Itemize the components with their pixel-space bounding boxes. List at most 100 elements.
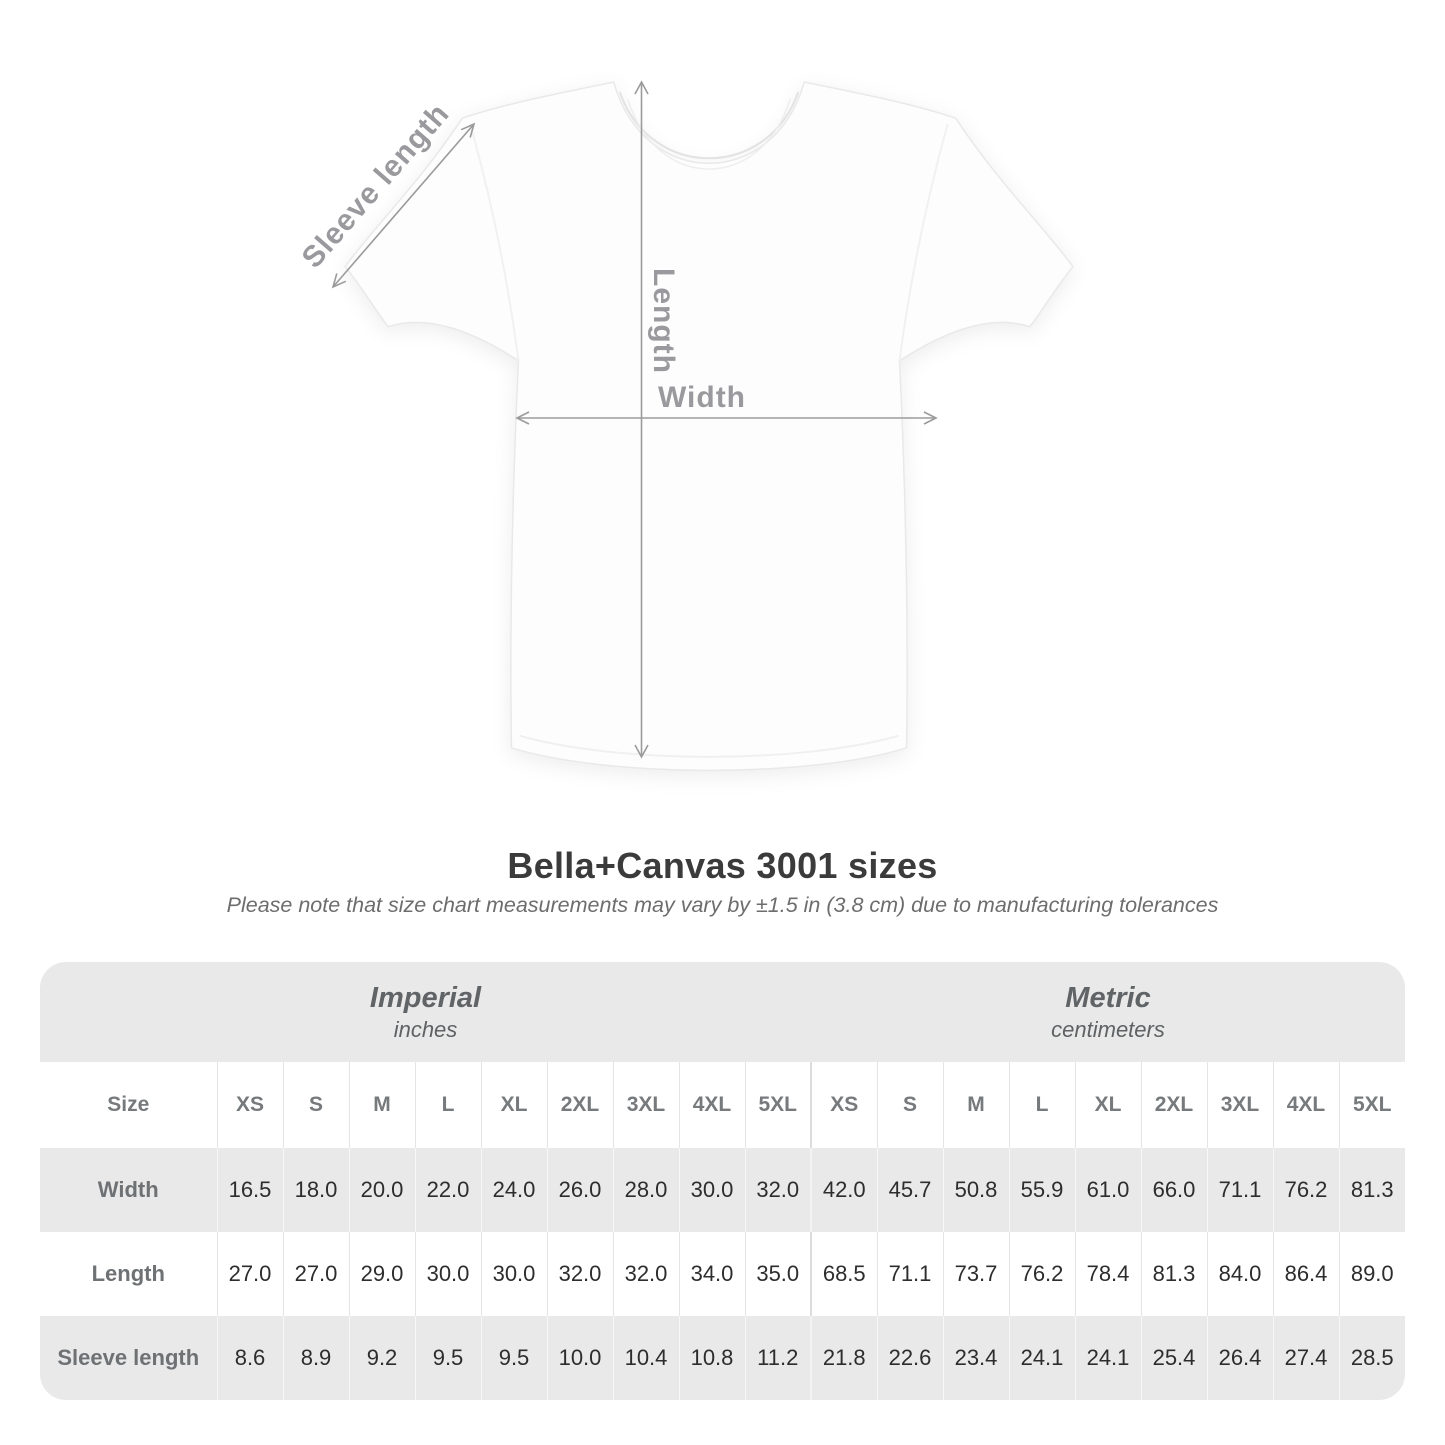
value-cell: 16.5 bbox=[216, 1148, 283, 1232]
size-header: 4XL bbox=[1272, 1062, 1339, 1148]
value-cell: 71.1 bbox=[876, 1232, 943, 1316]
value-cell: 24.1 bbox=[1008, 1316, 1075, 1400]
value-cell: 11.2 bbox=[744, 1316, 811, 1400]
sleeve-length-arrow bbox=[331, 122, 476, 289]
metric-section-header: Metric centimeters bbox=[811, 962, 1405, 1062]
value-cell: 81.3 bbox=[1338, 1148, 1405, 1232]
row-label: Length bbox=[91, 1261, 165, 1286]
size-header: L bbox=[414, 1062, 481, 1148]
value-cell: 35.0 bbox=[744, 1232, 811, 1316]
value-cell: 10.0 bbox=[546, 1316, 613, 1400]
size-header: 5XL bbox=[1338, 1062, 1405, 1148]
value-cell: 29.0 bbox=[348, 1232, 415, 1316]
value-cell: 24.0 bbox=[480, 1148, 547, 1232]
value-cell: 30.0 bbox=[480, 1232, 547, 1316]
size-header: XS bbox=[216, 1062, 283, 1148]
row-label: Width bbox=[97, 1177, 159, 1202]
size-table-container: Imperial inches Metric centimeters Size … bbox=[40, 962, 1405, 1400]
value-cell: 28.0 bbox=[612, 1148, 679, 1232]
size-header: XL bbox=[480, 1062, 547, 1148]
size-header: 5XL bbox=[744, 1062, 811, 1148]
sleeve-length-row: Sleeve length 8.6 8.9 9.2 9.5 9.5 10.0 1… bbox=[40, 1316, 1405, 1400]
value-cell: 27.4 bbox=[1272, 1316, 1339, 1400]
value-cell: 78.4 bbox=[1074, 1232, 1141, 1316]
imperial-unit: inches bbox=[393, 1016, 458, 1042]
value-cell: 21.8 bbox=[810, 1316, 877, 1400]
value-cell: 26.4 bbox=[1206, 1316, 1273, 1400]
width-label: Width bbox=[658, 381, 746, 414]
value-cell: 10.8 bbox=[678, 1316, 745, 1400]
value-cell: 66.0 bbox=[1140, 1148, 1207, 1232]
value-cell: 30.0 bbox=[414, 1232, 481, 1316]
value-cell: 32.0 bbox=[546, 1232, 613, 1316]
value-cell: 23.4 bbox=[942, 1316, 1009, 1400]
tshirt-image bbox=[344, 81, 1074, 772]
value-cell: 68.5 bbox=[810, 1232, 877, 1316]
metric-unit: centimeters bbox=[1051, 1016, 1165, 1042]
left-sleeve-seam bbox=[469, 123, 520, 361]
measurement-arrows: Sleeve length Length Width bbox=[296, 80, 938, 759]
value-cell: 42.0 bbox=[810, 1148, 877, 1232]
value-cell: 50.8 bbox=[942, 1148, 1009, 1232]
value-cell: 22.0 bbox=[414, 1148, 481, 1232]
collar-band-line bbox=[618, 91, 800, 160]
size-header: 3XL bbox=[612, 1062, 679, 1148]
value-cell: 25.4 bbox=[1140, 1316, 1207, 1400]
size-header: M bbox=[942, 1062, 1009, 1148]
value-cell: 20.0 bbox=[348, 1148, 415, 1232]
value-cell: 27.0 bbox=[282, 1232, 349, 1316]
value-cell: 28.5 bbox=[1338, 1316, 1405, 1400]
value-cell: 18.0 bbox=[282, 1148, 349, 1232]
size-column-header: Size bbox=[107, 1093, 150, 1116]
width-row: Width 16.5 18.0 20.0 22.0 24.0 26.0 28.0… bbox=[40, 1148, 1405, 1232]
value-cell: 86.4 bbox=[1272, 1232, 1339, 1316]
width-arrow bbox=[515, 411, 938, 425]
unit-header-row: Imperial inches Metric centimeters bbox=[40, 962, 1405, 1062]
metric-label: Metric bbox=[1065, 981, 1151, 1014]
imperial-label: Imperial bbox=[369, 981, 482, 1014]
size-header: S bbox=[876, 1062, 943, 1148]
value-cell: 32.0 bbox=[744, 1148, 811, 1232]
hem-stitch-line bbox=[519, 734, 899, 758]
size-header: 4XL bbox=[678, 1062, 745, 1148]
value-cell: 22.6 bbox=[876, 1316, 943, 1400]
size-header: 3XL bbox=[1206, 1062, 1273, 1148]
value-cell: 9.5 bbox=[414, 1316, 481, 1400]
size-header: 2XL bbox=[1140, 1062, 1207, 1148]
right-sleeve-seam bbox=[898, 123, 949, 361]
length-arrow bbox=[634, 80, 649, 759]
value-cell: 73.7 bbox=[942, 1232, 1009, 1316]
page-title: Bella+Canvas 3001 sizes bbox=[507, 845, 938, 886]
value-cell: 71.1 bbox=[1206, 1148, 1273, 1232]
value-cell: 30.0 bbox=[678, 1148, 745, 1232]
size-header: L bbox=[1008, 1062, 1075, 1148]
value-cell: 34.0 bbox=[678, 1232, 745, 1316]
value-cell: 27.0 bbox=[216, 1232, 283, 1316]
size-table: Imperial inches Metric centimeters Size … bbox=[40, 962, 1405, 1400]
value-cell: 76.2 bbox=[1008, 1232, 1075, 1316]
size-header: 2XL bbox=[546, 1062, 613, 1148]
length-row: Length 27.0 27.0 29.0 30.0 30.0 32.0 32.… bbox=[40, 1232, 1405, 1316]
value-cell: 24.1 bbox=[1074, 1316, 1141, 1400]
value-cell: 10.4 bbox=[612, 1316, 679, 1400]
value-cell: 26.0 bbox=[546, 1148, 613, 1232]
size-header: S bbox=[282, 1062, 349, 1148]
tolerance-note: Please note that size chart measurements… bbox=[226, 893, 1219, 917]
value-cell: 32.0 bbox=[612, 1232, 679, 1316]
value-cell: 9.2 bbox=[348, 1316, 415, 1400]
value-cell: 8.6 bbox=[216, 1316, 283, 1400]
collar-band-inner-line bbox=[627, 98, 791, 170]
row-label: Sleeve length bbox=[57, 1345, 200, 1370]
value-cell: 9.5 bbox=[480, 1316, 547, 1400]
value-cell: 45.7 bbox=[876, 1148, 943, 1232]
value-cell: 55.9 bbox=[1008, 1148, 1075, 1232]
size-header: M bbox=[348, 1062, 415, 1148]
tshirt-diagram: Sleeve length Length Width bbox=[296, 80, 1074, 772]
tshirt-outline bbox=[344, 81, 1074, 772]
value-cell: 84.0 bbox=[1206, 1232, 1273, 1316]
value-cell: 89.0 bbox=[1338, 1232, 1405, 1316]
value-cell: 76.2 bbox=[1272, 1148, 1339, 1232]
size-header: XL bbox=[1074, 1062, 1141, 1148]
sleeve-length-label: Sleeve length bbox=[296, 97, 456, 274]
